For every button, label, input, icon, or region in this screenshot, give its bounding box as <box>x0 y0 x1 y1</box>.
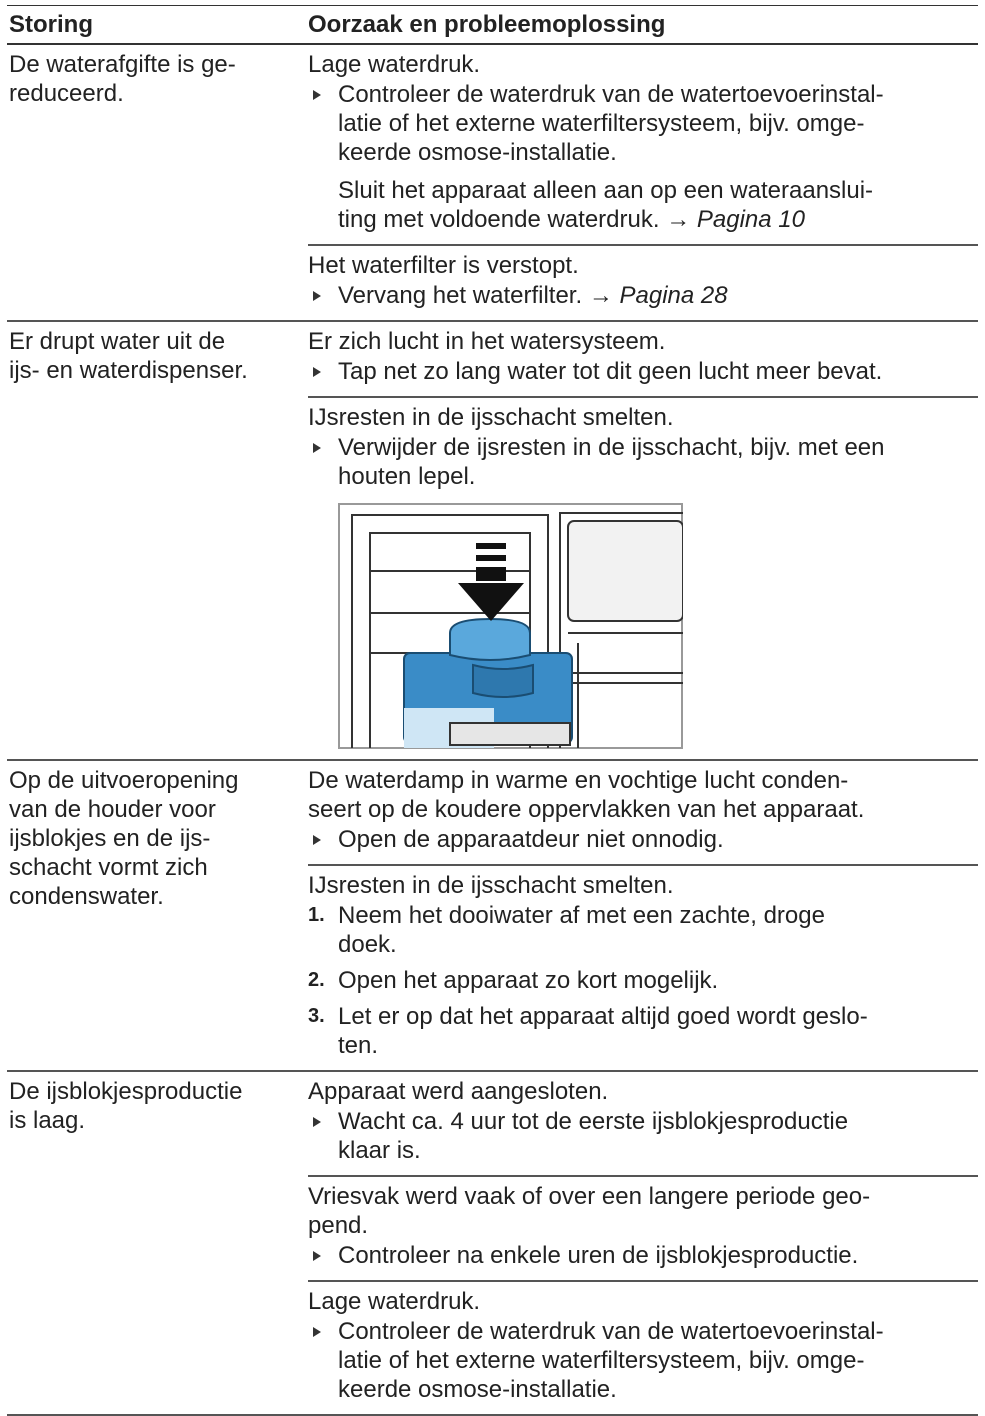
cause: Er zich lucht in het watersysteem. <box>308 328 666 355</box>
step-text: Wacht ca. 4 uur tot de eerste ijsblokjes… <box>338 1107 848 1165</box>
cause-block: Er zich lucht in het watersysteem. Tap ne… <box>308 322 978 396</box>
cause-block: Vriesvak werd vaak of over een langere p… <box>308 1175 978 1280</box>
step-text: Controleer de waterdruk van de watertoev… <box>338 1317 884 1404</box>
table: Storing Oorzaak en probleemoplossing De … <box>7 5 978 1416</box>
step-number: 1. <box>308 904 325 926</box>
table-row: De waterafgifte is ge- reduceerd. Lage wa… <box>7 45 978 322</box>
step-text: Tap net zo lang water tot dit geen lucht… <box>338 357 882 386</box>
step-text: Controleer na enkele uren de ijsblokjesp… <box>338 1241 858 1270</box>
page-ref: Pagina 28 <box>619 282 728 309</box>
step-text: Wacht ca. 4 uur tot de eerste ijsblokjes… <box>338 1108 849 1164</box>
step: 2. Open het apparaat zo kort mogelijk. <box>308 966 978 995</box>
cause: IJsresten in de ijsschacht smelten. <box>308 872 674 899</box>
header-cell: Oorzaak en probleemoplossing <box>308 11 666 38</box>
step: Wacht ca. 4 uur tot de eerste ijsblokjes… <box>308 1107 978 1165</box>
step: Verwijder de ijsresten in de ijsschacht,… <box>308 433 978 491</box>
step: Vervang het waterfilter. → Pagina 28 <box>308 281 978 310</box>
cause-block: De waterdamp in warme en vochtige lucht … <box>308 761 978 864</box>
remedy-cell: Apparaat werd aangesloten. Wacht ca. 4 uu… <box>300 1072 978 1414</box>
bullet <box>308 433 338 491</box>
step-text: Open het apparaat zo kort mogelijk. <box>338 967 719 994</box>
table-row: Er drupt water uit de ijs- en waterdispe… <box>7 322 978 761</box>
cause: Lage waterdruk. <box>308 51 481 78</box>
table-row: Op de uitvoeropening van de houder voor … <box>7 761 978 1072</box>
remedy-cell: Lage waterdruk. Controleer de waterdruk v… <box>300 45 978 320</box>
step: Tap net zo lang water tot dit geen lucht… <box>308 357 978 386</box>
table-body: De waterafgifte is ge- reduceerd. Lage wa… <box>7 45 978 1416</box>
step-text: Tap net zo lang water tot dit geen lucht… <box>338 358 883 385</box>
step-text: Controleer na enkele uren de ijsblokjesp… <box>338 1242 859 1269</box>
step: Controleer de waterdruk van de watertoev… <box>308 1317 978 1404</box>
step-text: Verwijder de ijsresten in de ijsschacht,… <box>338 433 884 491</box>
fault: Er drupt water uit de ijs- en waterdispe… <box>9 328 248 384</box>
fault: De waterafgifte is ge- reduceerd. <box>9 51 236 107</box>
cause-block: Het waterfilter is verstopt. Vervang het … <box>308 244 978 320</box>
step-number: 3. <box>308 1005 325 1027</box>
cause: Vriesvak werd vaak of over een langere p… <box>308 1183 871 1239</box>
remedy-cell: De waterdamp in warme en vochtige lucht … <box>300 761 978 1070</box>
step: Controleer de waterdruk van de watertoev… <box>308 80 978 167</box>
cause-block: Lage waterdruk. Controleer de waterdruk v… <box>308 1280 978 1414</box>
step-text: Open de apparaatdeur niet onnodig. <box>338 825 724 854</box>
header-row: Storing Oorzaak en probleemoplossing <box>7 6 978 45</box>
cause-block: IJsresten in de ijsschacht smelten. 1. Nee… <box>308 864 978 1070</box>
illustration <box>338 503 683 749</box>
step: Open de apparaatdeur niet onnodig. <box>308 825 978 854</box>
bullet <box>308 1107 338 1165</box>
step-text: Open de apparaatdeur niet onnodig. <box>338 826 724 853</box>
page-ref: Pagina 10 <box>696 206 805 233</box>
step-text: Verwijder de ijsresten in de ijsschacht,… <box>338 434 885 490</box>
step-number: 2. <box>308 969 325 991</box>
bullet <box>308 357 338 386</box>
cause-block: IJsresten in de ijsschacht smelten. Verwi… <box>308 396 978 759</box>
step-text: Neem het dooiwater af met een zachte, dr… <box>338 902 825 958</box>
bullet <box>308 281 338 310</box>
ref-arrow: → <box>666 206 691 233</box>
cause: Het waterfilter is verstopt. <box>308 252 579 279</box>
bullet <box>308 80 338 167</box>
header-cell: Storing <box>9 11 93 38</box>
note: Sluit het apparaat alleen aan op een wat… <box>338 176 978 234</box>
note-text: Sluit het apparaat alleen aan op een wat… <box>338 177 874 233</box>
step-text: Let er op dat het apparaat altijd goed w… <box>338 1003 868 1059</box>
cause: Lage waterdruk. <box>308 1288 481 1315</box>
cause-block: Apparaat werd aangesloten. Wacht ca. 4 uu… <box>308 1072 978 1175</box>
bullet <box>308 825 338 854</box>
bullet <box>308 1317 338 1404</box>
step-text: Controleer de waterdruk van de watertoev… <box>338 81 884 166</box>
cause-block: Lage waterdruk. Controleer de waterdruk v… <box>308 45 978 244</box>
cause: IJsresten in de ijsschacht smelten. <box>308 404 674 431</box>
page: Storing Oorzaak en probleemoplossing De … <box>0 5 985 1416</box>
cause: De waterdamp in warme en vochtige lucht … <box>308 767 865 823</box>
fault: Op de uitvoeropening van de houder voor … <box>9 767 239 910</box>
step: Controleer na enkele uren de ijsblokjesp… <box>308 1241 978 1270</box>
cause: Apparaat werd aangesloten. <box>308 1078 609 1105</box>
fault: De ijsblokjesproductie is laag. <box>9 1078 243 1134</box>
step-text: Controleer de waterdruk van de watertoev… <box>338 80 884 167</box>
bullet <box>308 1241 338 1270</box>
step: 1. Neem het dooiwater af met een zachte, … <box>308 901 978 959</box>
step: 3. Let er op dat het apparaat altijd goed… <box>308 1002 978 1060</box>
table-row: De ijsblokjesproductie is laag. Apparaat … <box>7 1072 978 1416</box>
step-text: Neem het dooiwater af met een zachte, dr… <box>338 901 825 959</box>
remedy-cell: Er zich lucht in het watersysteem. Tap ne… <box>300 322 978 759</box>
step-text: Controleer de waterdruk van de watertoev… <box>338 1318 884 1403</box>
ref-arrow: → <box>588 282 613 309</box>
step-text: Open het apparaat zo kort mogelijk. <box>338 966 718 995</box>
step-text: Vervang het waterfilter. <box>338 282 583 309</box>
step-text: Let er op dat het apparaat altijd goed w… <box>338 1002 868 1060</box>
step-text: Vervang het waterfilter. → Pagina 28 <box>338 281 728 310</box>
